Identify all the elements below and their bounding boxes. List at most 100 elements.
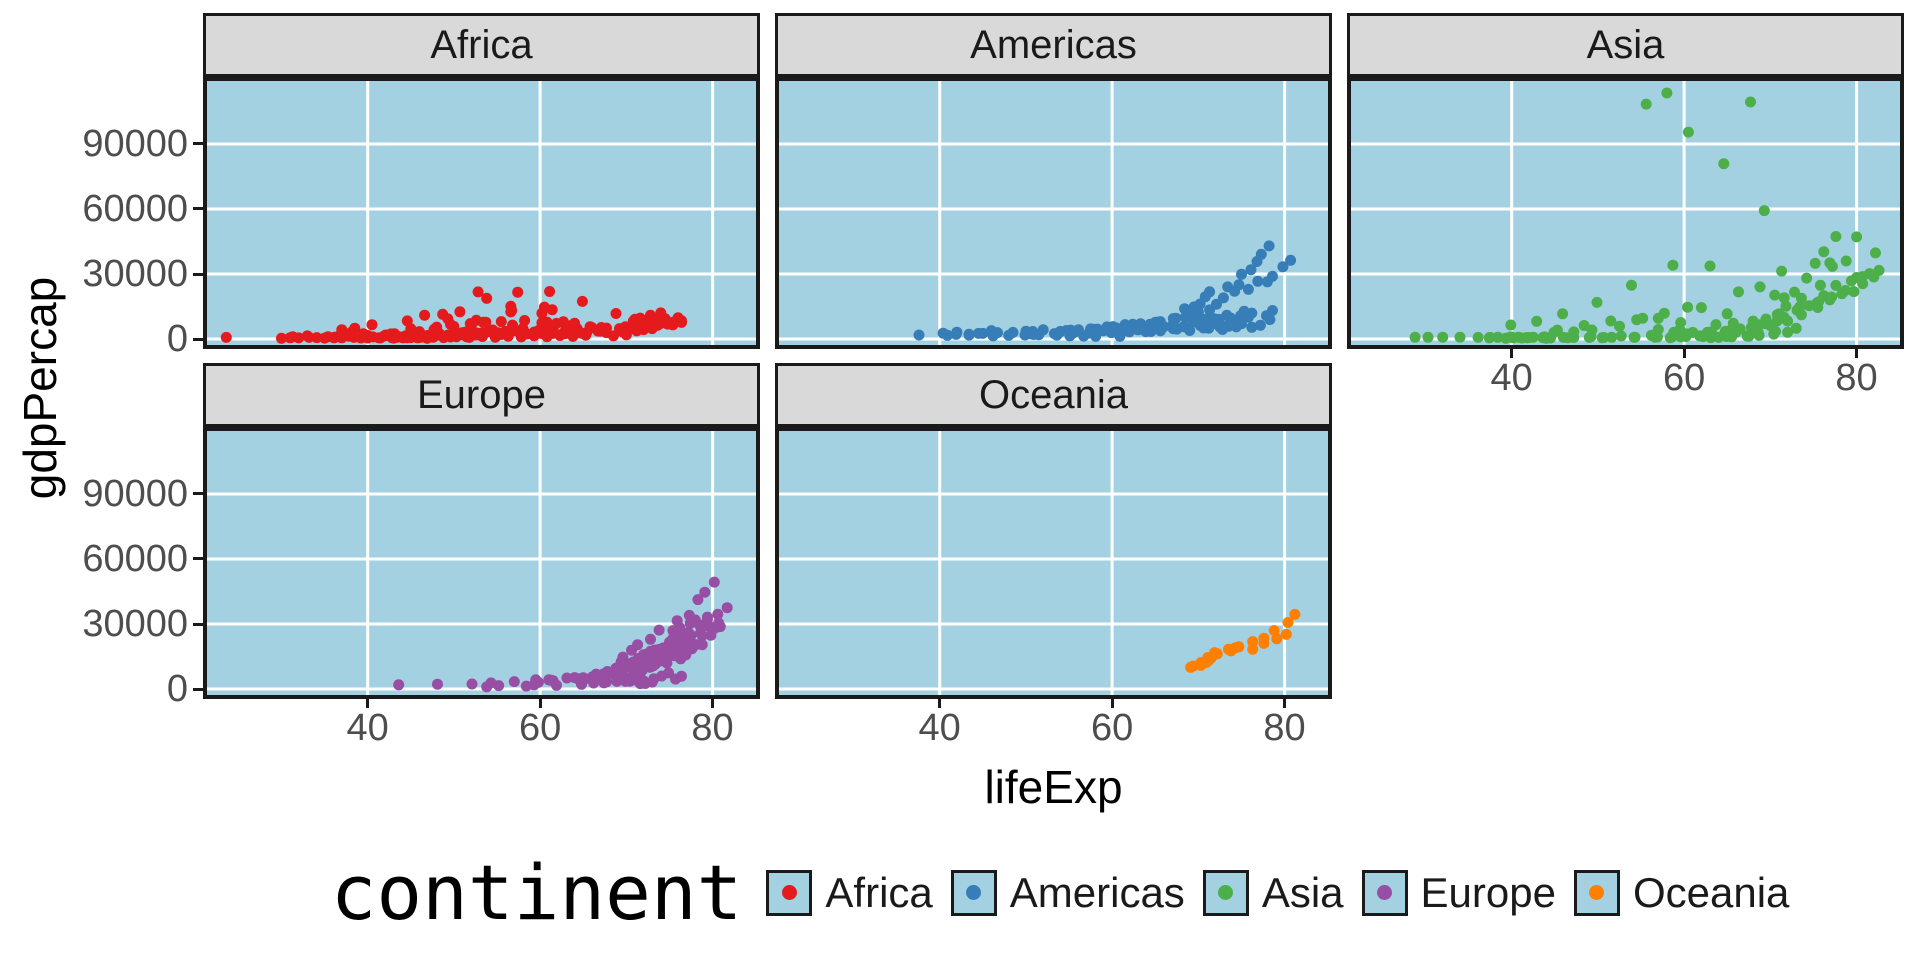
data-point — [1848, 286, 1860, 298]
data-point — [506, 304, 518, 316]
panel-background — [203, 77, 760, 349]
data-point — [676, 670, 687, 682]
data-point — [1814, 279, 1826, 291]
data-point — [645, 633, 656, 645]
data-point — [1826, 260, 1838, 272]
data-point — [1789, 286, 1800, 298]
data-point — [1254, 319, 1266, 331]
data-point — [1539, 332, 1551, 344]
data-point — [1615, 330, 1627, 342]
data-point — [1598, 332, 1610, 343]
data-point — [1780, 300, 1792, 312]
data-point — [1263, 240, 1275, 252]
legend: continent Africa Americas Asia Europe Oc… — [200, 835, 1920, 950]
data-point — [448, 321, 460, 332]
data-point — [1282, 617, 1294, 628]
data-point — [1675, 331, 1687, 343]
data-point — [1037, 324, 1049, 336]
point-icon — [1377, 885, 1393, 900]
data-point — [1747, 315, 1759, 327]
data-point — [1801, 272, 1813, 284]
data-point — [1626, 279, 1637, 291]
x-tick-mark — [538, 699, 542, 708]
data-point — [1745, 96, 1756, 108]
data-point — [1695, 302, 1707, 314]
data-point — [1778, 292, 1790, 304]
data-point — [1818, 246, 1830, 258]
point-icon — [1589, 885, 1605, 900]
data-point — [721, 602, 733, 614]
data-point — [1285, 254, 1297, 266]
data-point — [1682, 301, 1694, 313]
data-point — [1770, 325, 1781, 337]
data-point — [1437, 331, 1449, 343]
data-point — [670, 642, 681, 654]
data-point — [1484, 331, 1496, 343]
data-point — [366, 319, 378, 331]
data-point — [1242, 283, 1254, 295]
data-point — [1277, 261, 1289, 273]
panel-border — [203, 77, 760, 349]
panel-oceania — [775, 427, 1332, 699]
data-point — [442, 313, 454, 325]
legend-key-swatch — [1202, 869, 1249, 916]
data-point — [532, 676, 544, 688]
legend-label: Americas — [1009, 868, 1185, 916]
data-point — [1236, 318, 1247, 330]
x-tick-label: 80 — [1263, 707, 1306, 749]
data-point — [495, 316, 507, 328]
facet-strip-asia: Asia — [1347, 13, 1904, 77]
data-point — [610, 308, 622, 319]
panel-border — [1347, 77, 1904, 349]
data-point — [1422, 331, 1434, 343]
data-point — [454, 306, 466, 318]
x-tick-label: 40 — [346, 707, 389, 749]
facet-africa: Africa — [203, 13, 760, 349]
data-point — [1245, 264, 1257, 276]
data-point — [634, 678, 646, 690]
data-point — [632, 639, 644, 651]
data-point — [1211, 648, 1223, 660]
data-point — [1562, 332, 1574, 344]
data-point — [1255, 248, 1267, 260]
panel-europe — [203, 427, 760, 699]
facet-oceania: Oceania — [775, 363, 1332, 699]
data-point — [690, 639, 702, 651]
y-tick-mark — [193, 622, 203, 626]
legend-label: Europe — [1420, 868, 1556, 916]
data-point — [534, 324, 546, 336]
data-point — [1132, 324, 1144, 336]
y-tick-mark — [193, 492, 203, 496]
facet-strip-europe: Europe — [203, 363, 760, 427]
data-point — [1640, 98, 1652, 110]
data-point — [1733, 286, 1744, 298]
y-tick-label: 60000 — [82, 537, 188, 580]
data-point — [1667, 259, 1679, 271]
panel-asia — [1347, 77, 1904, 349]
x-tick-mark — [1110, 699, 1114, 708]
data-point — [1217, 292, 1229, 304]
y-tick-label: 60000 — [82, 187, 188, 230]
point-icon — [1218, 885, 1234, 900]
data-point — [712, 608, 724, 620]
data-point — [1184, 325, 1196, 336]
y-axis-title: gdpPercap — [14, 276, 66, 500]
data-point — [544, 286, 556, 297]
data-point — [1754, 281, 1766, 293]
data-point — [1067, 327, 1079, 339]
data-point — [543, 320, 555, 332]
data-point — [1454, 331, 1466, 343]
data-point — [220, 331, 232, 343]
data-point — [1170, 312, 1182, 324]
data-point — [1578, 320, 1590, 331]
data-point — [963, 328, 975, 340]
data-point — [1704, 260, 1716, 272]
data-point — [1652, 312, 1664, 324]
data-point — [1782, 326, 1794, 338]
data-point — [937, 327, 949, 339]
x-tick-label: 80 — [1835, 357, 1878, 399]
data-point — [1631, 314, 1643, 326]
x-tick-label: 60 — [518, 707, 562, 749]
data-point — [580, 329, 592, 341]
